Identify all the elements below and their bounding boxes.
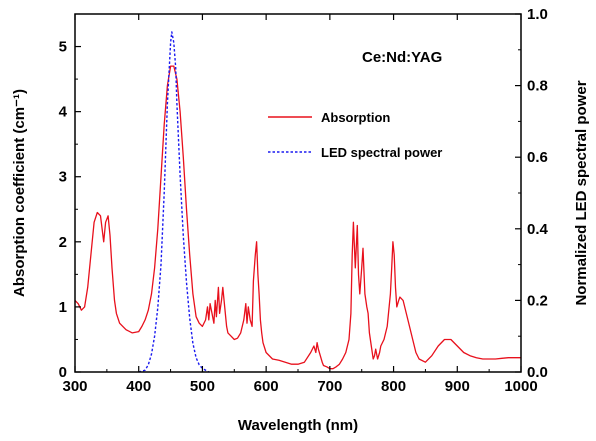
y2-tick-label: 0.4 (527, 221, 549, 238)
legend: Absorption LED spectral power (268, 110, 442, 160)
x-tick-label: 600 (254, 378, 279, 395)
plot-area (74, 31, 521, 373)
y2-tick-label: 0.0 (527, 364, 548, 381)
y-tick-label: 3 (59, 169, 67, 186)
x-tick-label: 1000 (504, 378, 537, 395)
y-tick-label: 0 (59, 364, 67, 381)
legend-label-absorption: Absorption (321, 110, 390, 125)
y-tick-label: 1 (59, 299, 67, 316)
x-tick-label: 700 (317, 378, 342, 395)
y2-tick-label: 1.0 (527, 6, 548, 23)
series-line-absorption (74, 65, 521, 370)
x-tick-label: 400 (126, 378, 151, 395)
sample-annotation: Ce:Nd:YAG (362, 49, 442, 66)
legend-label-led: LED spectral power (321, 145, 442, 160)
x-tick-label: 500 (190, 378, 215, 395)
y2-axis-title: Normalized LED spectral power (573, 80, 590, 305)
x-tick-label: 300 (62, 378, 87, 395)
x-tick-label: 800 (381, 378, 406, 395)
axis-ticks: 300 400 500 600 700 800 900 1000 0 1 2 3 4 5 0.0 0.2 0.4… (59, 6, 549, 395)
y2-tick-label: 0.8 (527, 78, 548, 95)
x-tick-label: 900 (445, 378, 470, 395)
y-tick-label: 5 (59, 39, 67, 56)
y-tick-label: 4 (59, 104, 68, 121)
y2-tick-label: 0.6 (527, 149, 548, 166)
x-axis-title: Wavelength (nm) (238, 417, 358, 434)
plot-frame (74, 13, 522, 373)
y-tick-label: 2 (59, 234, 67, 251)
y2-tick-label: 0.2 (527, 292, 548, 309)
y-axis-title: Absorption coefficient (cm⁻¹) (11, 89, 28, 297)
series-line-led (138, 31, 210, 373)
